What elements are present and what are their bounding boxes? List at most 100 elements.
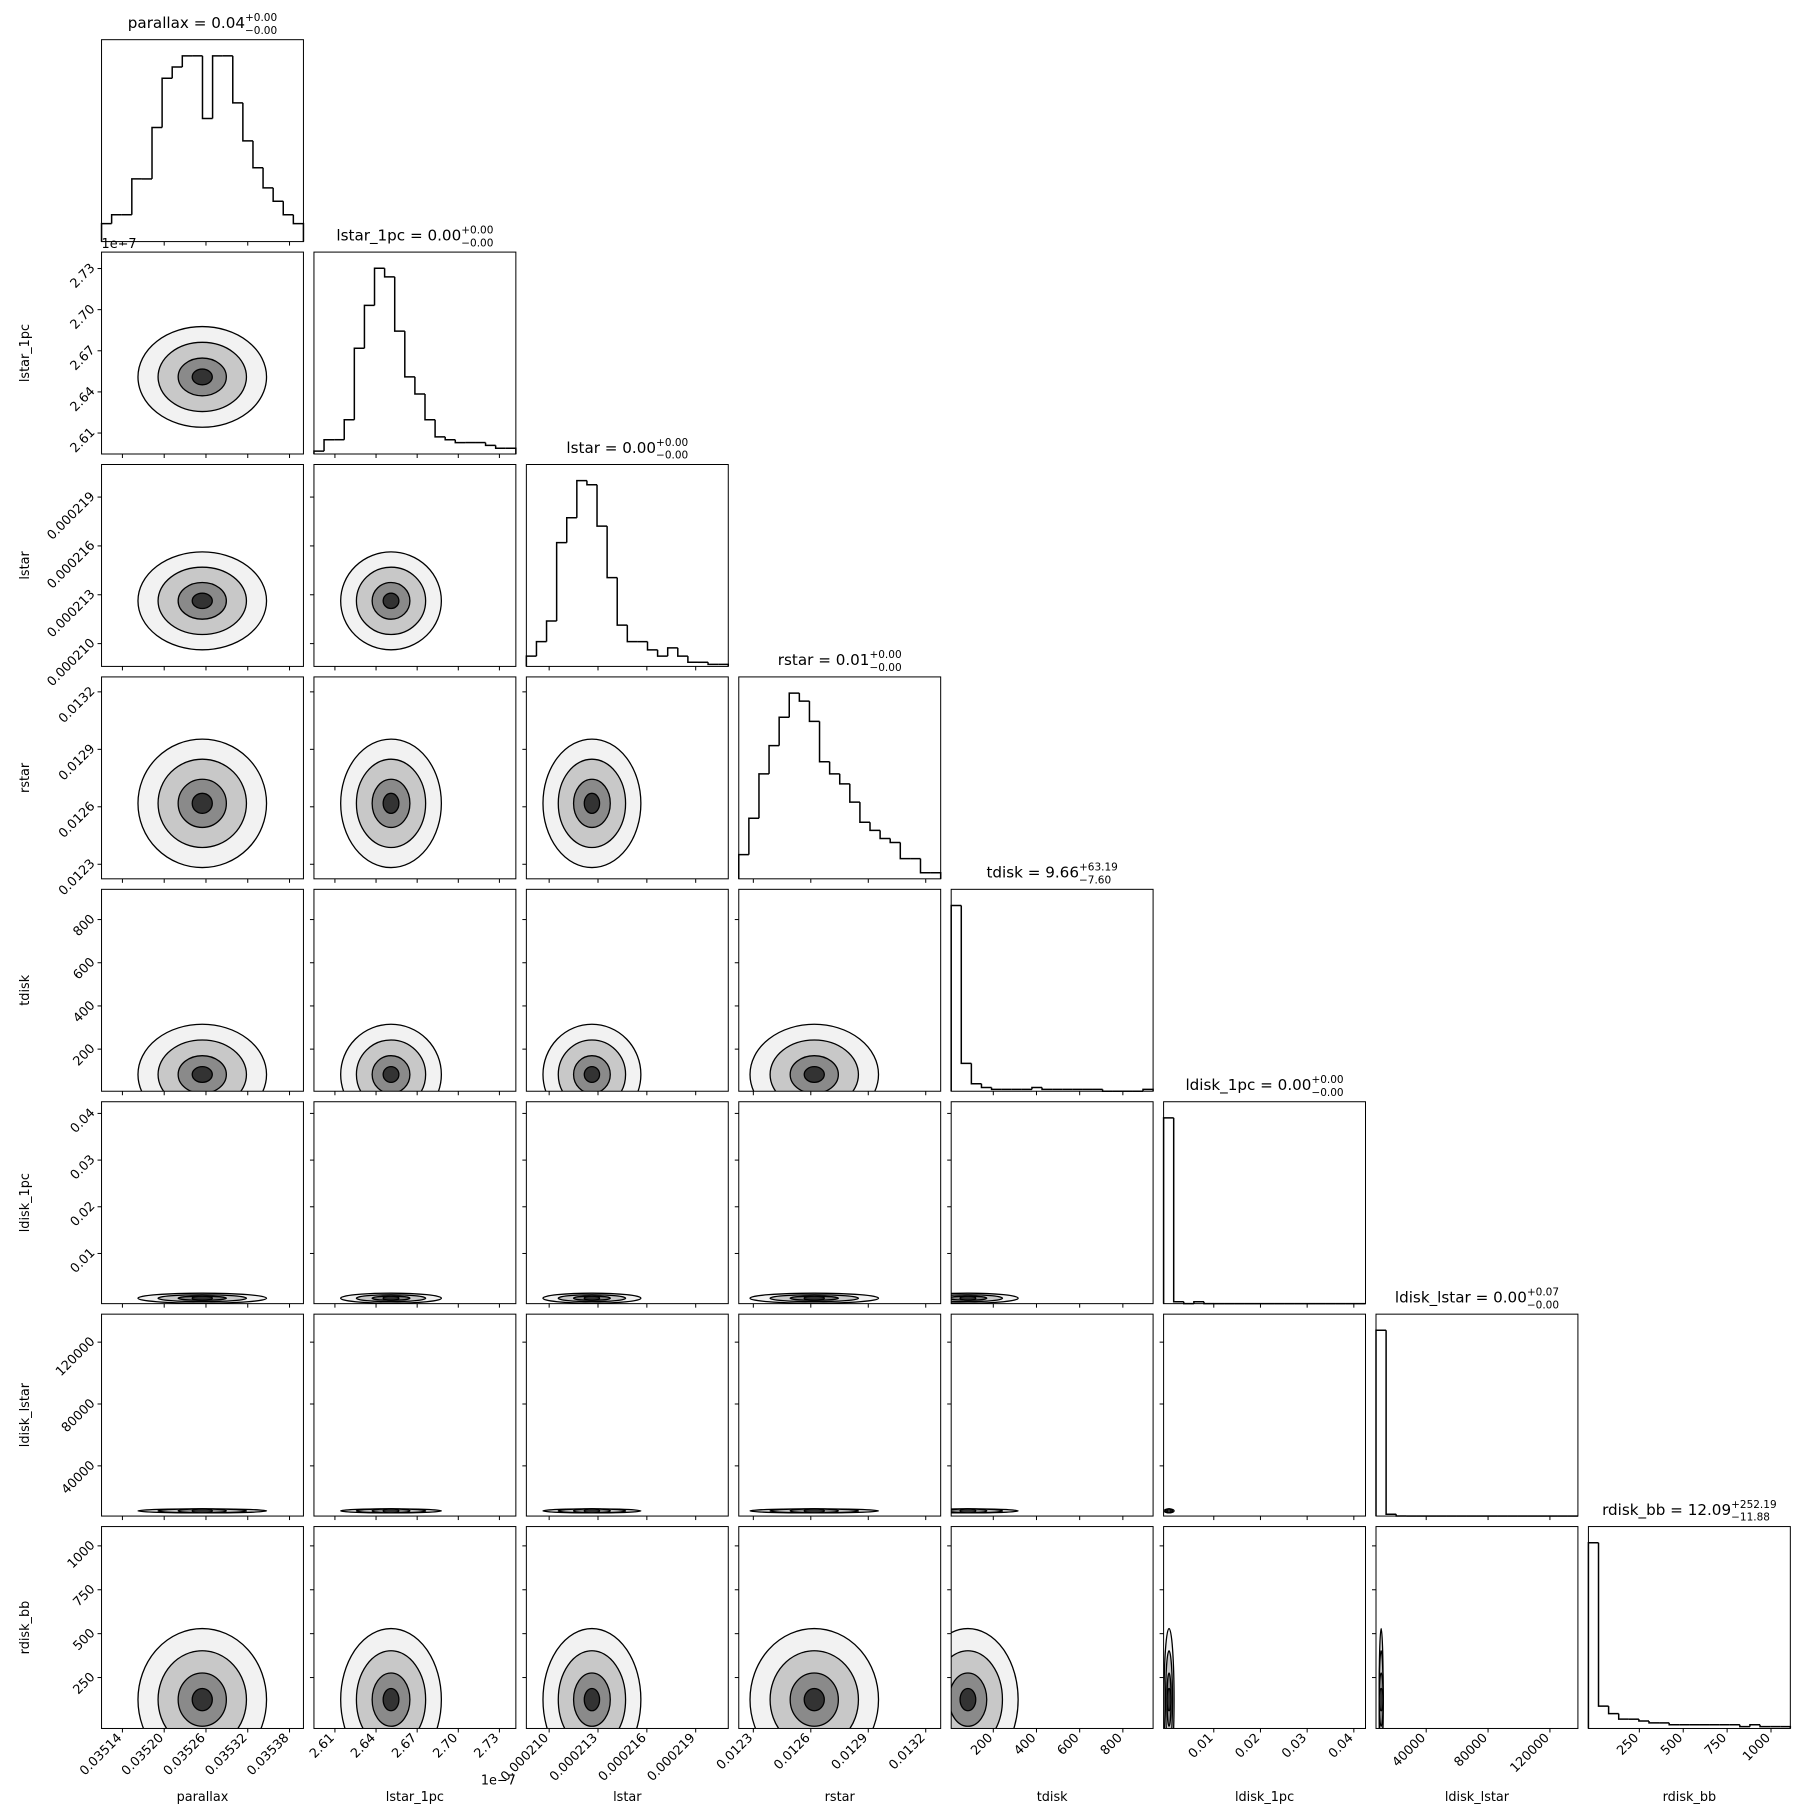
histogram-bin xyxy=(525,655,537,667)
y-tick-label: 0.0132 xyxy=(56,684,98,726)
x-tick-label: 0.01 xyxy=(1186,1731,1217,1762)
x-tick-label: 250 xyxy=(1614,1731,1642,1759)
contour xyxy=(583,1687,601,1712)
contour xyxy=(1166,1687,1172,1712)
y-tick-label: 0.0126 xyxy=(56,799,98,841)
histogram-bin xyxy=(889,838,901,844)
y-tick-label: 0.0123 xyxy=(56,856,98,898)
x-tick-label: 0.03526 xyxy=(161,1731,209,1779)
contours xyxy=(137,738,268,869)
histogram-bin xyxy=(505,447,517,455)
y-tick-label: 250 xyxy=(70,1670,98,1698)
title-text: rdisk_bb = 12.09 xyxy=(1602,1501,1731,1520)
histogram-bin xyxy=(535,640,547,657)
histogram-bin xyxy=(1375,1329,1387,1517)
y-offset-label: 1e−7 xyxy=(102,237,137,252)
panel-frame xyxy=(1375,1526,1579,1729)
histogram-bin xyxy=(1668,1722,1680,1726)
panel-frame xyxy=(1163,1526,1367,1729)
histogram-bin xyxy=(919,858,931,874)
contours xyxy=(542,1508,642,1514)
contours xyxy=(1163,1627,1175,1729)
histogram-bin xyxy=(1759,1724,1771,1728)
x-tick-label: 500 xyxy=(1658,1731,1686,1759)
title-sub: −7.60 xyxy=(1079,874,1111,886)
histogram-bin xyxy=(363,304,375,349)
histogram-bin xyxy=(1162,1117,1174,1304)
contours xyxy=(542,1023,642,1092)
histogram-bin xyxy=(131,178,142,215)
x-tick-label: 750 xyxy=(1702,1731,1730,1759)
contour xyxy=(191,792,213,815)
panel-frame xyxy=(101,251,304,455)
contours xyxy=(137,325,268,428)
histogram-bin xyxy=(272,187,284,203)
panel-title: lstar = 0.00+0.00 −0.00 xyxy=(566,437,688,462)
x-axis-label: rdisk_bb xyxy=(1663,1790,1717,1805)
contour xyxy=(191,1687,213,1712)
panel-frame xyxy=(950,888,1154,1092)
x-tick-label: 0.03514 xyxy=(77,1731,125,1779)
x-tick-label: 2.73 xyxy=(471,1731,502,1762)
histogram-bin xyxy=(545,620,557,642)
histogram-bin xyxy=(646,641,658,651)
panel-frame xyxy=(738,1313,942,1517)
x-tick-label: 120000 xyxy=(1508,1731,1553,1776)
x-tick-label: 0.0129 xyxy=(829,1731,871,1773)
panel-title: ldisk_lstar = 0.00+0.07 −0.00 xyxy=(1395,1286,1559,1311)
contours xyxy=(340,1292,442,1304)
y-tick-label: 2.73 xyxy=(68,261,99,292)
contours xyxy=(951,1292,1019,1304)
x-tick-label: 0.000219 xyxy=(645,1731,699,1785)
histogram-bin xyxy=(596,484,608,527)
histogram-bin xyxy=(818,721,830,763)
contour xyxy=(803,1508,825,1514)
panel-frame xyxy=(1163,1313,1367,1517)
y-tick-label: 500 xyxy=(70,1626,98,1654)
histogram-bin xyxy=(1587,1541,1599,1729)
panel-frame xyxy=(738,1101,942,1305)
x-axis-label: tdisk xyxy=(1037,1790,1068,1805)
y-tick-label: 2.70 xyxy=(68,302,99,333)
x-tick-label: 1000 xyxy=(1740,1731,1774,1765)
panel-frame xyxy=(1375,1313,1579,1517)
contour xyxy=(191,1508,213,1514)
y-tick-label: 400 xyxy=(70,998,98,1026)
contours xyxy=(542,1292,642,1304)
panel-frame xyxy=(1587,1526,1791,1729)
histogram-bin xyxy=(950,904,962,1092)
contour xyxy=(959,1508,977,1514)
panel-frame xyxy=(738,1526,942,1729)
y-tick-label: 1000 xyxy=(65,1538,99,1572)
histogram-bin xyxy=(1638,1719,1649,1722)
panel-title: lstar_1pc = 0.00+0.00 −0.00 xyxy=(336,224,493,249)
contour xyxy=(803,1687,825,1712)
contour xyxy=(191,1295,213,1301)
histogram-bin xyxy=(1193,1301,1204,1304)
x-offset-label: 1e−7 xyxy=(481,1773,516,1788)
panel-frame xyxy=(313,676,517,880)
histogram-bin xyxy=(990,1087,1002,1091)
histogram-bin xyxy=(201,55,213,120)
title-sup: +252.19 xyxy=(1731,1499,1777,1511)
panel-frame xyxy=(313,1101,517,1305)
contours xyxy=(340,738,443,869)
panel-frame xyxy=(313,1313,517,1517)
contour xyxy=(191,1066,213,1084)
histogram-bin xyxy=(242,102,253,142)
x-tick-label: 2.70 xyxy=(430,1731,461,1762)
title-sup: +0.00 xyxy=(1311,1074,1343,1086)
x-axis-label: lstar xyxy=(613,1790,642,1805)
contour xyxy=(382,792,400,815)
y-tick-label: 600 xyxy=(70,955,98,983)
y-tick-label: 120000 xyxy=(53,1334,98,1379)
y-axis-label: tdisk xyxy=(18,974,33,1005)
histogram-bin xyxy=(211,55,223,119)
contour xyxy=(959,1687,977,1712)
x-axis-label: rstar xyxy=(825,1790,856,1805)
x-tick-label: 0.0132 xyxy=(886,1731,928,1773)
histogram-bin xyxy=(687,656,698,664)
contours xyxy=(137,1023,268,1092)
contour xyxy=(1166,1508,1172,1514)
title-text: lstar_1pc = 0.00 xyxy=(336,226,461,245)
